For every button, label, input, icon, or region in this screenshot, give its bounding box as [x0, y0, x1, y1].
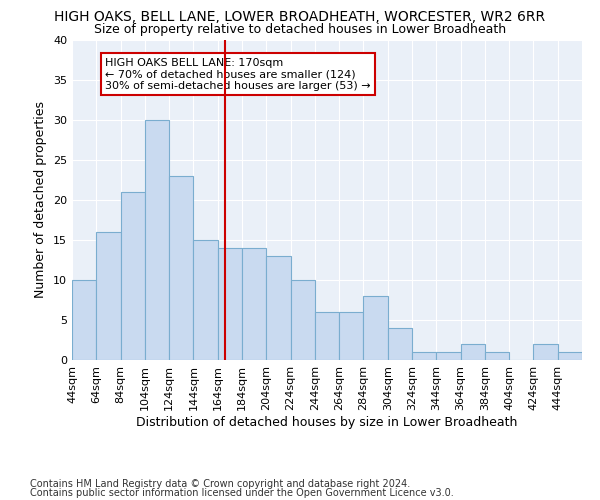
Bar: [485, 352, 509, 360]
X-axis label: Distribution of detached houses by size in Lower Broadheath: Distribution of detached houses by size …: [136, 416, 518, 428]
Bar: [290, 280, 315, 360]
Bar: [315, 312, 339, 360]
Bar: [72, 280, 96, 360]
Bar: [96, 232, 121, 360]
Bar: [533, 344, 558, 360]
Bar: [558, 352, 582, 360]
Bar: [339, 312, 364, 360]
Bar: [145, 120, 169, 360]
Bar: [461, 344, 485, 360]
Bar: [218, 248, 242, 360]
Bar: [169, 176, 193, 360]
Y-axis label: Number of detached properties: Number of detached properties: [34, 102, 47, 298]
Bar: [436, 352, 461, 360]
Bar: [364, 296, 388, 360]
Bar: [266, 256, 290, 360]
Text: Contains public sector information licensed under the Open Government Licence v3: Contains public sector information licen…: [30, 488, 454, 498]
Text: Size of property relative to detached houses in Lower Broadheath: Size of property relative to detached ho…: [94, 22, 506, 36]
Text: HIGH OAKS, BELL LANE, LOWER BROADHEATH, WORCESTER, WR2 6RR: HIGH OAKS, BELL LANE, LOWER BROADHEATH, …: [55, 10, 545, 24]
Bar: [121, 192, 145, 360]
Bar: [242, 248, 266, 360]
Text: Contains HM Land Registry data © Crown copyright and database right 2024.: Contains HM Land Registry data © Crown c…: [30, 479, 410, 489]
Text: HIGH OAKS BELL LANE: 170sqm
← 70% of detached houses are smaller (124)
30% of se: HIGH OAKS BELL LANE: 170sqm ← 70% of det…: [105, 58, 371, 91]
Bar: [412, 352, 436, 360]
Bar: [193, 240, 218, 360]
Bar: [388, 328, 412, 360]
